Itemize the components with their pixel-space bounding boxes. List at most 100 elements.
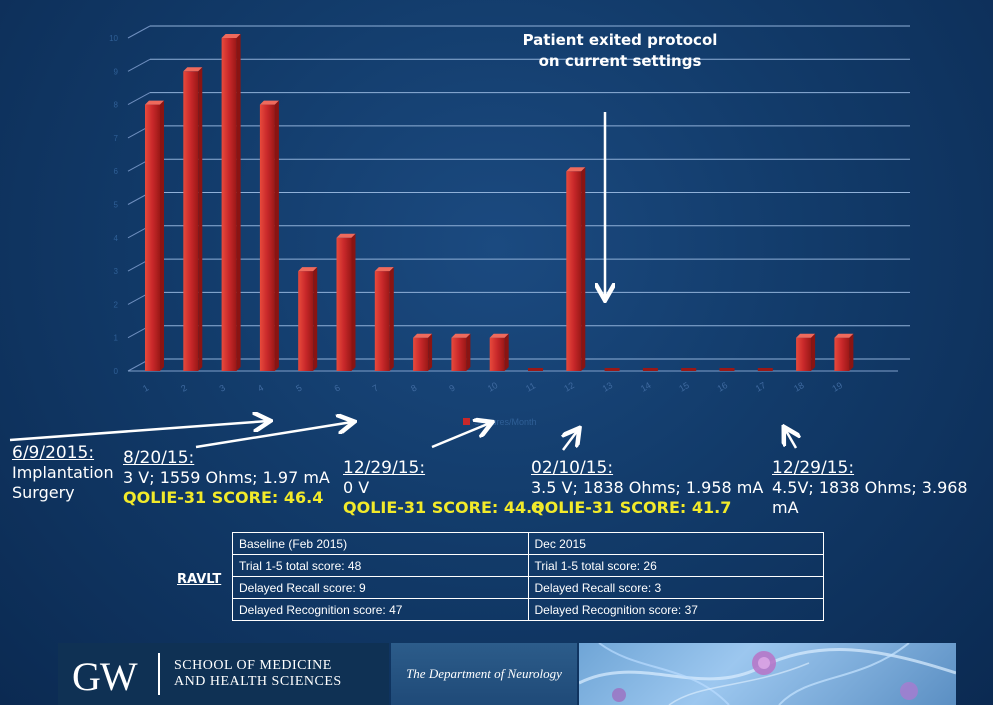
event-2-settings: 0 V: [343, 478, 370, 497]
gw-logo: GW SCHOOL OF MEDICINE AND HEALTH SCIENCE…: [58, 643, 389, 705]
bar-top: [145, 100, 164, 105]
bar: [451, 337, 467, 371]
bar: [489, 337, 505, 371]
bar: [145, 104, 160, 371]
bar: [604, 368, 620, 371]
y-tick-label: 7: [114, 134, 119, 143]
logo-divider: [158, 653, 160, 695]
x-tick-label: 1: [141, 383, 150, 394]
x-tick-label: 2: [179, 383, 188, 394]
x-tick-label: 3: [218, 383, 227, 394]
x-tick-label: 4: [256, 383, 265, 394]
y-tick-label: 4: [114, 234, 119, 243]
bar-top: [221, 34, 241, 38]
bar: [183, 71, 199, 372]
legend-label: Seizures/Month: [474, 417, 537, 427]
table-cell: Trial 1-5 total score: 48: [232, 554, 529, 577]
event-2-date: 12/29/15:: [343, 458, 426, 478]
ravlt-table: Baseline (Feb 2015) Dec 2015 Trial 1-5 t…: [232, 532, 824, 621]
y-tick-label: 5: [114, 201, 119, 210]
neuron-image: [579, 643, 956, 705]
department-label: The Department of Neurology: [391, 643, 577, 705]
bar: [796, 337, 812, 371]
table-row: Trial 1-5 total score: 48 Trial 1-5 tota…: [232, 554, 824, 577]
bar-side: [236, 34, 241, 371]
bar: [528, 368, 543, 371]
bar-top: [489, 333, 509, 338]
table-row: Delayed Recall score: 9 Delayed Recall s…: [232, 576, 824, 599]
event-implant-date: 6/9/2015:: [12, 443, 95, 463]
bar-top: [336, 233, 356, 238]
grid-line-side: [127, 58, 151, 72]
bar-top: [183, 67, 203, 72]
x-tick-label: 11: [524, 380, 537, 393]
x-tick-label: 8: [409, 383, 418, 394]
bar-top: [451, 333, 471, 338]
bar-side: [160, 100, 164, 371]
event-3-date: 02/10/15:: [531, 458, 614, 478]
arrow: [9, 421, 268, 442]
bar-side: [811, 333, 816, 371]
event-2: 12/29/15: 0 V QOLIE-31 SCORE: 44.8: [343, 458, 543, 518]
arrow: [431, 423, 490, 449]
bar: [834, 337, 850, 371]
bar-top: [796, 333, 816, 338]
bar-side: [351, 233, 356, 371]
legend-swatch: [463, 418, 470, 425]
grid-line-side: [127, 25, 151, 39]
x-tick-label: 9: [447, 383, 456, 394]
x-tick-label: 12: [562, 380, 576, 394]
event-3-settings: 3.5 V; 1838 Ohms; 1.958 mA: [531, 478, 764, 497]
x-tick-label: 10: [486, 380, 500, 394]
event-1: 8/20/15: 3 V; 1559 Ohms; 1.97 mA QOLIE-3…: [123, 448, 330, 508]
y-tick-label: 1: [114, 334, 119, 343]
annotation-text: Patient exited protocol on current setti…: [522, 31, 718, 70]
grid-line-side: [127, 92, 151, 106]
ravlt-title: RAVLT: [177, 572, 222, 587]
event-4-date: 12/29/15:: [772, 458, 855, 478]
bar-side: [389, 267, 394, 371]
arrow: [563, 430, 578, 451]
bar-side: [428, 333, 433, 371]
event-4: 12/29/15: 4.5V; 1838 Ohms; 3.968 mA: [772, 458, 993, 518]
y-tick-label: 2: [114, 300, 119, 309]
bar: [566, 171, 582, 371]
bar-top: [834, 333, 854, 338]
event-3: 02/10/15: 3.5 V; 1838 Ohms; 1.958 mA QOL…: [531, 458, 763, 518]
bar: [374, 271, 390, 371]
school-name: SCHOOL OF MEDICINE AND HEALTH SCIENCES: [174, 658, 342, 690]
bar: [221, 38, 237, 371]
bar: [681, 368, 697, 371]
bar-side: [581, 167, 586, 371]
x-tick-label: 6: [333, 383, 342, 394]
x-tick-label: 18: [792, 380, 806, 394]
x-tick-label: 15: [677, 380, 691, 394]
x-tick-label: 14: [639, 380, 653, 394]
bar-side: [466, 333, 471, 371]
event-3-score: QOLIE-31 SCORE: 41.7: [531, 498, 732, 517]
table-cell: Delayed Recognition score: 37: [527, 598, 824, 621]
event-4-settings: 4.5V; 1838 Ohms; 3.968 mA: [772, 478, 968, 517]
y-tick-label: 6: [114, 167, 119, 176]
bar: [259, 104, 275, 371]
gw-logo-letters: GW: [72, 654, 138, 699]
event-1-date: 8/20/15:: [123, 448, 195, 468]
school-name-line1: SCHOOL OF MEDICINE: [174, 658, 332, 673]
neuron-illustration: [579, 643, 956, 705]
x-tick-label: 17: [754, 380, 768, 394]
x-tick-label: 16: [716, 380, 730, 394]
y-tick-label: 3: [114, 267, 119, 276]
x-tick-label: 13: [601, 380, 615, 394]
bar-side: [274, 100, 279, 371]
bar-top: [374, 267, 394, 272]
event-1-settings: 3 V; 1559 Ohms; 1.97 mA: [123, 468, 330, 487]
bar-side: [504, 333, 509, 371]
arrow: [195, 422, 352, 449]
bar: [757, 368, 773, 371]
bar: [298, 271, 314, 371]
bar-top: [413, 333, 433, 338]
bar-side: [198, 67, 203, 372]
